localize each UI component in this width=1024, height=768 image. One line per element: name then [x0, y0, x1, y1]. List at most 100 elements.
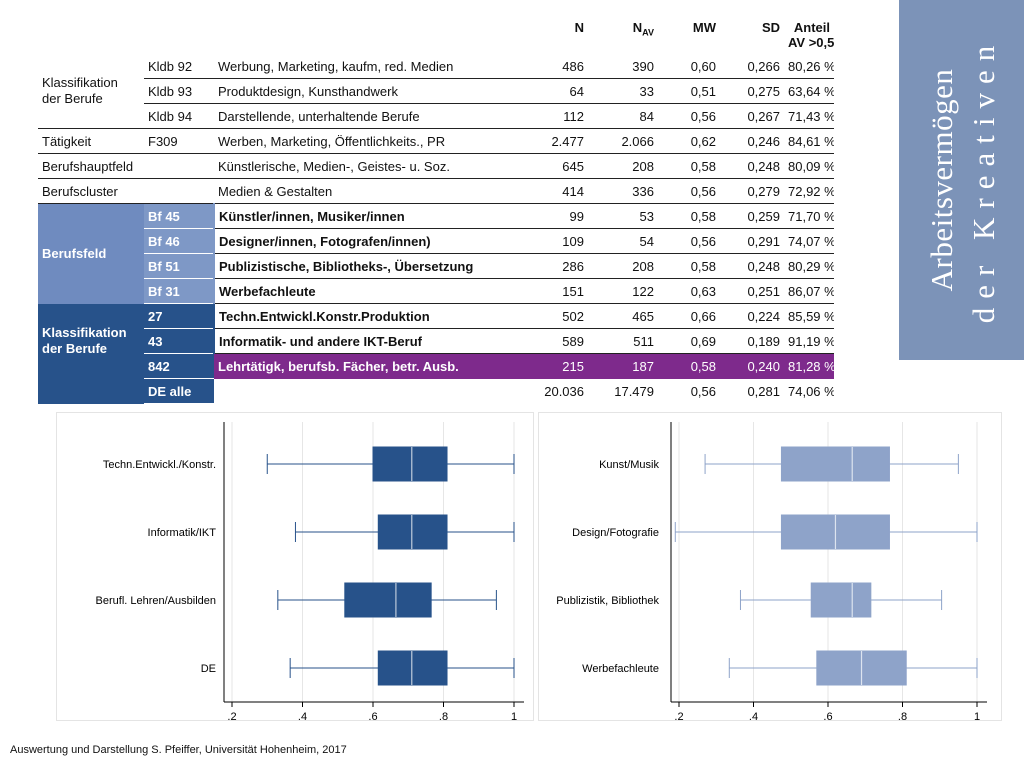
- cell-nav: 208: [588, 153, 658, 179]
- row-label: Publizistische, Bibliotheks-, Übersetzun…: [213, 253, 514, 279]
- cell-mw: 0,51: [658, 78, 720, 104]
- x-tick-label: .4: [749, 711, 758, 723]
- table-row: Berufscluster Medien & Gestalten 414 336…: [38, 178, 834, 204]
- cell-nav: 53: [588, 203, 658, 229]
- cell-mw: 0,60: [658, 54, 720, 79]
- cell-n: 20.036: [544, 383, 584, 399]
- category-label: Techn.Entwickl./Konstr.: [103, 459, 216, 471]
- category-label: Publizistik, Bibliothek: [556, 595, 659, 607]
- row-code: F309: [144, 128, 214, 154]
- category-label: DE: [201, 663, 216, 675]
- cell-sd: 0,259: [720, 203, 784, 229]
- footer-credit: Auswertung und Darstellung S. Pfeiffer, …: [10, 744, 347, 756]
- cell-mw: 0,58: [658, 253, 720, 279]
- cell-sd: 0,279: [720, 178, 784, 204]
- cell-n: 151: [514, 278, 588, 304]
- category-label: Informatik/IKT: [148, 527, 217, 539]
- cell-sd: 0,266: [720, 54, 784, 79]
- cell-nav: 84: [588, 103, 658, 129]
- box: [810, 582, 872, 618]
- row-group-label: Klassifikation der Berufe: [38, 303, 144, 379]
- cell-sd: 0,267: [720, 103, 784, 129]
- cell-mw: 0,56: [658, 228, 720, 254]
- cell-nav: 33: [588, 78, 658, 104]
- cell-n: 109: [514, 228, 588, 254]
- cell-sd: 0,240: [720, 353, 784, 379]
- x-tick-label: .8: [439, 711, 448, 723]
- category-label: Werbefachleute: [582, 663, 659, 675]
- row-label: Künstlerische, Medien-, Geistes- u. Soz.: [214, 153, 514, 179]
- row-code: Bf 51: [144, 253, 214, 279]
- cell-n: 64: [514, 78, 588, 104]
- cell-sd: 0,281: [747, 383, 780, 399]
- row-code: Bf 31: [144, 278, 214, 304]
- table-row: 43 Informatik- und andere IKT-Beruf 589 …: [38, 328, 834, 354]
- table-row: Kldb 94 Darstellende, unterhaltende Beru…: [38, 103, 834, 129]
- cell-nav: 465: [588, 303, 658, 329]
- cell-mw: 0,56: [690, 383, 716, 399]
- row-code: Kldb 92: [144, 54, 214, 79]
- category-label: Design/Fotografie: [572, 527, 659, 539]
- cell-anteil: 85,59 %: [784, 303, 834, 329]
- cell-nav: 336: [588, 178, 658, 204]
- cell-anteil: 91,19 %: [784, 328, 834, 354]
- cell-nav: 2.066: [588, 128, 658, 154]
- side-title-line1: Arbeitsvermögen: [923, 68, 959, 292]
- cell-n: 645: [514, 153, 588, 179]
- x-tick-label: 1: [974, 711, 980, 723]
- cell-nav: 511: [588, 328, 658, 354]
- cell-n: 414: [514, 178, 588, 204]
- row-code: DE alle: [144, 378, 214, 404]
- x-tick-label: .6: [823, 711, 832, 723]
- cell-mw: 0,58: [658, 203, 720, 229]
- cell-sd: 0,251: [720, 278, 784, 304]
- row-label: Designer/innen, Fotografen/innen): [213, 228, 514, 254]
- row-code: 27: [144, 303, 214, 329]
- x-tick-label: .2: [674, 711, 683, 723]
- cell-anteil: 63,64 %: [784, 78, 834, 104]
- cell-sd: 0,248: [720, 153, 784, 179]
- row-label: Werben, Marketing, Öffentlichkeits., PR: [214, 128, 514, 154]
- cell-anteil: 84,61 %: [784, 128, 834, 154]
- cell-n: 486: [514, 54, 588, 79]
- row-label: Darstellende, unterhaltende Berufe: [214, 103, 514, 129]
- cell-anteil: 71,70 %: [784, 203, 834, 229]
- row-code: 43: [144, 328, 214, 354]
- cell-nav: 208: [588, 253, 658, 279]
- header-nav: NAV: [632, 20, 654, 38]
- header-mw: MW: [692, 20, 716, 35]
- row-group-label: Berufsfeld: [38, 203, 144, 304]
- cell-sd: 0,246: [720, 128, 784, 154]
- cell-n: 112: [514, 103, 588, 129]
- row-label: Künstler/innen, Musiker/innen: [213, 203, 514, 229]
- table-row: Tätigkeit F309 Werben, Marketing, Öffent…: [38, 128, 834, 154]
- table-row: Klassifikation der Berufe 27 Techn.Entwic…: [38, 303, 834, 379]
- row-group-label: Tätigkeit: [38, 128, 144, 154]
- x-tick-label: .8: [898, 711, 907, 723]
- side-title-panel: Arbeitsvermögen der Kreativen: [899, 0, 1024, 360]
- cell-nav: 122: [588, 278, 658, 304]
- cell-anteil: 80,29 %: [784, 253, 834, 279]
- row-group-label: Klassifikation der Berufe: [38, 54, 144, 129]
- row-label: Informatik- und andere IKT-Beruf: [213, 328, 514, 354]
- cell-mw: 0,69: [658, 328, 720, 354]
- boxplot-panel-1: .2 .4 .6 .8 1 Techn.Entwickl./Konstr. Informat…: [56, 412, 534, 723]
- cell-n: 2.477: [514, 128, 588, 154]
- table-row: Berufshauptfeld Künstlerische, Medien-, …: [38, 153, 834, 179]
- table-row: Bf 51 Publizistische, Bibliotheks-, Über…: [38, 253, 834, 279]
- row-code: Kldb 93: [144, 78, 214, 104]
- row-code: Bf 46: [144, 228, 214, 254]
- cell-anteil: 80,26 %: [784, 54, 834, 79]
- cell-sd: 0,275: [720, 78, 784, 104]
- cell-anteil: 71,43 %: [784, 103, 834, 129]
- row-group-spacer: [38, 378, 144, 404]
- table-row: Bf 31 Werbefachleute 151 122 0,63 0,251 …: [38, 278, 834, 304]
- category-label: Kunst/Musik: [599, 459, 659, 471]
- header-anteil: Anteil AV >0,5: [788, 20, 834, 50]
- cell-mw: 0,62: [658, 128, 720, 154]
- cell-mw: 0,58: [658, 353, 720, 379]
- header-sd: SD: [761, 20, 780, 35]
- statistics-table: N NAV MW SD Anteil AV >0,5 Klassifikation…: [38, 18, 834, 404]
- row-group-label: Berufscluster: [38, 178, 144, 204]
- row-label: Werbung, Marketing, kaufm, red. Medien: [214, 54, 514, 79]
